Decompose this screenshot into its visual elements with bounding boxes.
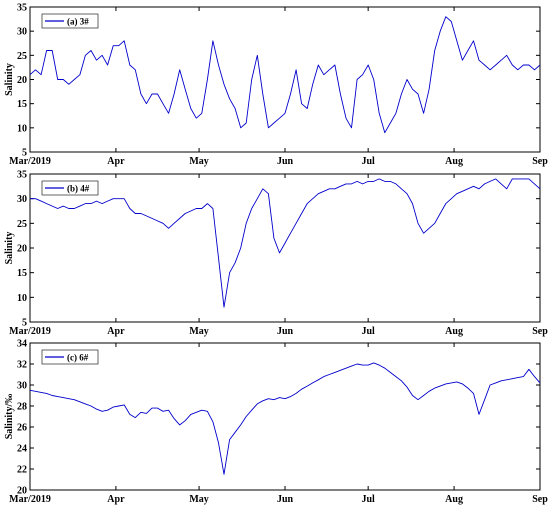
y-tick-label: 25 (17, 51, 27, 62)
plot-frame (29, 173, 541, 323)
y-axis-label: Salinity/‰ (4, 394, 15, 440)
x-tick-label: Jul (361, 494, 375, 505)
x-tick-label: Jun (277, 494, 294, 505)
y-tick-label: 15 (17, 99, 27, 110)
y-tick-label: 20 (17, 75, 27, 86)
legend-box (41, 180, 99, 196)
legend-box (41, 349, 99, 365)
y-tick-label: 30 (17, 194, 27, 205)
y-tick-label: 24 (17, 444, 27, 455)
y-tick-label: 20 (17, 244, 27, 255)
x-tick-label: Sep (532, 156, 548, 167)
y-tick-label: 22 (17, 465, 27, 476)
panel-1: 5 10 15 20 25 30 35 Mar/2019 Apr May Jun Jul Aug Sep S… (4, 3, 548, 168)
x-tick-label: Jun (277, 326, 294, 337)
panel-2: 5 10 15 20 25 30 35 Mar/2019 Apr May Jun Jul Aug Sep S… (4, 170, 548, 338)
series-line-1 (29, 16, 541, 134)
y-tick-label: 32 (17, 360, 27, 371)
y-tick-label: 20 (17, 486, 27, 497)
x-tick-label: Mar/2019 (9, 156, 51, 167)
x-tick-label: Jul (361, 156, 375, 167)
y-tick-label: 34 (17, 339, 27, 350)
y-axis-label: Salinity (4, 232, 15, 265)
y-tick-label: 5 (22, 318, 27, 329)
y-tick-label: 26 (17, 423, 27, 434)
plot-frame (29, 342, 541, 491)
x-tick-label: Apr (107, 494, 125, 505)
legend: (a) 3# (41, 13, 99, 29)
legend: (c) 6# (41, 349, 99, 365)
series-line-2 (30, 178, 541, 308)
x-tick-label: Sep (532, 494, 548, 505)
x-tick-label: May (189, 156, 208, 167)
y-tick-label: 15 (17, 268, 27, 279)
legend: (b) 4# (41, 180, 99, 196)
y-tick-label: 25 (17, 219, 27, 230)
panel-3: 20 22 24 26 28 30 32 34 Mar/2019 Apr May Jun Jul Aug S… (4, 339, 548, 506)
legend-label: (a) 3# (67, 17, 89, 27)
x-tick-label: Sep (532, 326, 548, 337)
y-tick-label: 10 (17, 293, 27, 304)
plot-frame (29, 6, 541, 153)
y-tick-label: 35 (17, 170, 27, 181)
series-line-3 (29, 362, 541, 475)
x-tick-label: Apr (107, 156, 125, 167)
x-tick-label: May (189, 326, 208, 337)
legend-box (41, 13, 99, 29)
x-tick-label: Apr (107, 326, 125, 337)
x-tick-label: Aug (445, 494, 463, 505)
y-tick-label: 30 (17, 27, 27, 38)
y-axis-label: Salinity (4, 63, 15, 96)
y-tick-label: 10 (17, 123, 27, 134)
y-tick-label: 5 (22, 148, 27, 159)
x-tick-label: Jun (277, 156, 294, 167)
x-tick-label: May (189, 494, 208, 505)
legend-label: (c) 6# (67, 353, 89, 363)
y-tick-label: 30 (17, 381, 27, 392)
x-tick-label: Mar/2019 (9, 326, 51, 337)
y-tick-label: 28 (17, 402, 27, 413)
x-tick-label: Mar/2019 (9, 494, 51, 505)
y-tick-label: 35 (17, 3, 27, 14)
legend-label: (b) 4# (67, 184, 90, 194)
x-tick-label: Aug (445, 326, 463, 337)
x-tick-label: Jul (361, 326, 375, 337)
x-tick-label: Aug (445, 156, 463, 167)
